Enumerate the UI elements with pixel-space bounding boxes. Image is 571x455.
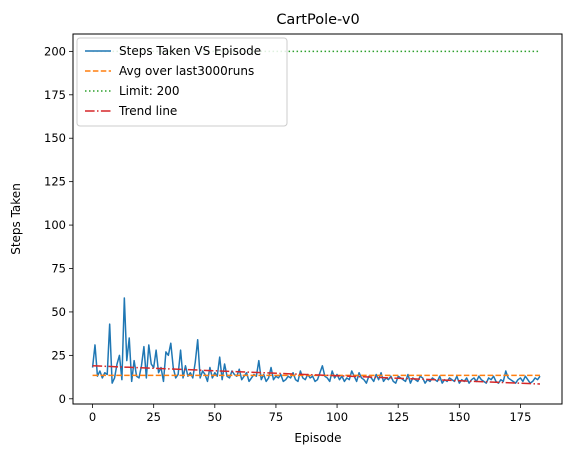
y-tick-label: 175 bbox=[44, 88, 66, 102]
legend-box bbox=[76, 37, 288, 127]
legend-label-3: Trend line bbox=[118, 104, 177, 118]
x-axis: 0 25 50 75 100 125 150 175 bbox=[89, 404, 531, 424]
plot-frame bbox=[72, 33, 563, 405]
x-tick-label: 100 bbox=[326, 410, 348, 424]
y-tick-label: 150 bbox=[44, 131, 66, 145]
y-tick-label: 25 bbox=[51, 348, 66, 362]
y-tick-label: 200 bbox=[44, 44, 66, 58]
y-tick-label: 0 bbox=[59, 392, 66, 406]
legend-label-0: Steps Taken VS Episode bbox=[119, 44, 261, 58]
series-line-3 bbox=[92, 365, 541, 385]
y-tick-label: 50 bbox=[51, 305, 66, 319]
series-line-0 bbox=[91, 297, 541, 384]
legend: Steps Taken VS Episode Avg over last3000r… bbox=[76, 37, 288, 127]
x-axis-label: Episode bbox=[294, 431, 341, 445]
legend-label-1: Avg over last3000runs bbox=[119, 64, 254, 78]
x-tick-label: 150 bbox=[448, 410, 470, 424]
y-axis: 0 25 50 75 100 125 150 175 200 bbox=[44, 44, 73, 406]
x-tick-label: 175 bbox=[509, 410, 531, 424]
x-tick-label: 50 bbox=[207, 410, 222, 424]
legend-label-2: Limit: 200 bbox=[119, 84, 180, 98]
x-tick-label: 25 bbox=[146, 410, 161, 424]
x-tick-label: 125 bbox=[387, 410, 409, 424]
x-tick-label: 75 bbox=[269, 410, 284, 424]
y-tick-label: 75 bbox=[51, 262, 66, 276]
x-tick-label: 0 bbox=[89, 410, 96, 424]
y-tick-label: 125 bbox=[44, 175, 66, 189]
y-tick-label: 100 bbox=[44, 218, 66, 232]
chart-title: CartPole-v0 bbox=[276, 12, 359, 28]
y-axis-label: Steps Taken bbox=[9, 183, 23, 255]
